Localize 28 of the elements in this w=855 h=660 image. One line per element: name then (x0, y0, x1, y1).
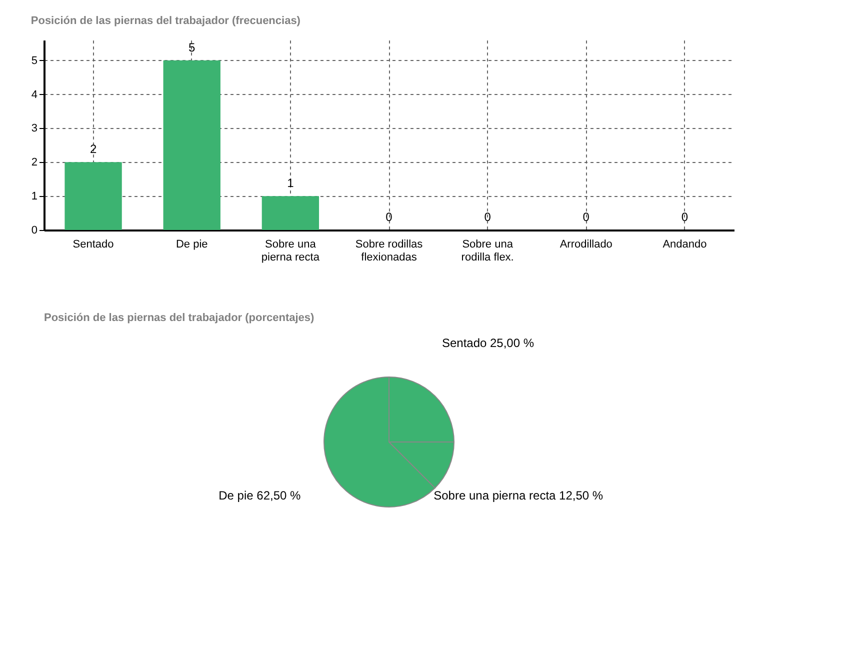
y-tick-label: 3 (31, 122, 38, 135)
data-label: 0 (484, 210, 492, 224)
data-label: 0 (582, 210, 590, 224)
x-tick-label: Sobre una pierna recta (261, 238, 320, 264)
x-tick-label: Andando (662, 238, 707, 250)
slice-label: Sentado 25,00 % (442, 336, 534, 350)
y-tick-label: 0 (31, 224, 38, 236)
x-tick-label: Sentado (72, 238, 114, 250)
data-label: 2 (90, 142, 97, 156)
data-label: 1 (287, 176, 294, 190)
y-tick-label: 2 (31, 156, 38, 169)
data-label: 0 (386, 210, 393, 224)
x-tick-label: Arrodillado (560, 238, 612, 250)
x-tick-label: Sobre rodillas flexionadas (355, 238, 424, 264)
data-label: 5 (188, 40, 196, 54)
y-tick-label: 4 (31, 88, 38, 101)
chart-title: Posición de las piernas del trabajador (frecuencias) (30, 15, 301, 27)
x-tick-label: De pie (176, 238, 208, 250)
y-tick-label: 1 (31, 190, 38, 203)
x-tick-label: Sobre una rodilla flex. (461, 238, 514, 264)
y-tick-label: 5 (31, 54, 38, 67)
slice-label: De pie 62,50 % (218, 488, 302, 503)
data-label: 0 (681, 210, 688, 224)
bar (163, 60, 220, 230)
slice-label: Sobre una pierna recta 12,50 % (434, 488, 604, 503)
chart-title: Posición de las piernas del trabajador (porcentajes) (44, 312, 315, 324)
bar (64, 162, 122, 230)
bar (262, 196, 320, 230)
